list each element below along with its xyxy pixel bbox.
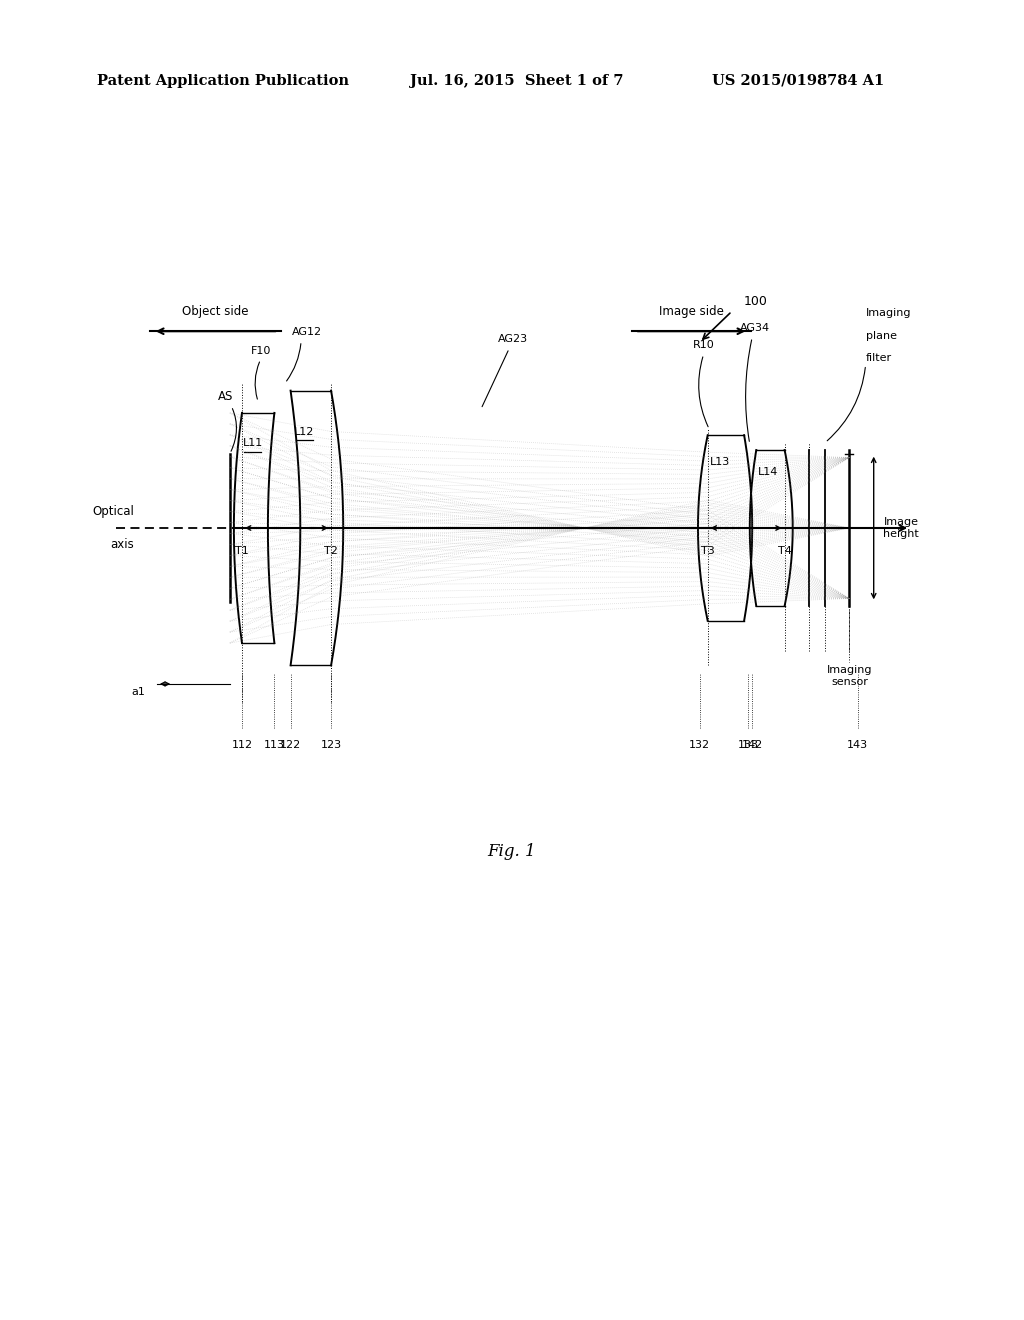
Text: 123: 123 bbox=[321, 739, 342, 750]
Text: AG34: AG34 bbox=[739, 323, 770, 333]
Text: L11: L11 bbox=[243, 438, 262, 449]
Text: filter: filter bbox=[865, 352, 892, 363]
Text: Jul. 16, 2015  Sheet 1 of 7: Jul. 16, 2015 Sheet 1 of 7 bbox=[410, 74, 623, 88]
Text: 122: 122 bbox=[280, 739, 301, 750]
Text: plane: plane bbox=[865, 331, 897, 341]
Text: US 2015/0198784 A1: US 2015/0198784 A1 bbox=[712, 74, 884, 88]
Text: Fig. 1: Fig. 1 bbox=[487, 843, 537, 859]
Text: AG23: AG23 bbox=[499, 334, 528, 345]
Text: Imaging
sensor: Imaging sensor bbox=[826, 665, 872, 686]
Text: Optical: Optical bbox=[92, 506, 134, 519]
Text: T1: T1 bbox=[236, 546, 249, 556]
Text: AS: AS bbox=[218, 391, 237, 451]
Text: R10: R10 bbox=[693, 341, 715, 350]
Text: Image
height: Image height bbox=[884, 517, 920, 539]
Text: 112: 112 bbox=[231, 739, 253, 750]
Text: 143: 143 bbox=[847, 739, 868, 750]
Text: AG12: AG12 bbox=[292, 327, 322, 337]
Text: axis: axis bbox=[111, 537, 134, 550]
Text: L13: L13 bbox=[710, 457, 730, 467]
Text: 132: 132 bbox=[689, 739, 710, 750]
Text: T3: T3 bbox=[700, 546, 715, 556]
Text: 133: 133 bbox=[737, 739, 759, 750]
Text: Object side: Object side bbox=[182, 305, 249, 318]
Text: T2: T2 bbox=[325, 546, 338, 556]
Text: F10: F10 bbox=[251, 346, 270, 355]
Text: Patent Application Publication: Patent Application Publication bbox=[97, 74, 349, 88]
Text: 100: 100 bbox=[744, 296, 768, 309]
Text: L14: L14 bbox=[758, 466, 778, 477]
Text: 142: 142 bbox=[741, 739, 763, 750]
Text: Imaging: Imaging bbox=[865, 309, 911, 318]
Text: Image side: Image side bbox=[659, 305, 724, 318]
Text: a1: a1 bbox=[131, 688, 144, 697]
Text: L12: L12 bbox=[294, 428, 314, 437]
Text: 113: 113 bbox=[264, 739, 285, 750]
Text: T4: T4 bbox=[777, 546, 792, 556]
